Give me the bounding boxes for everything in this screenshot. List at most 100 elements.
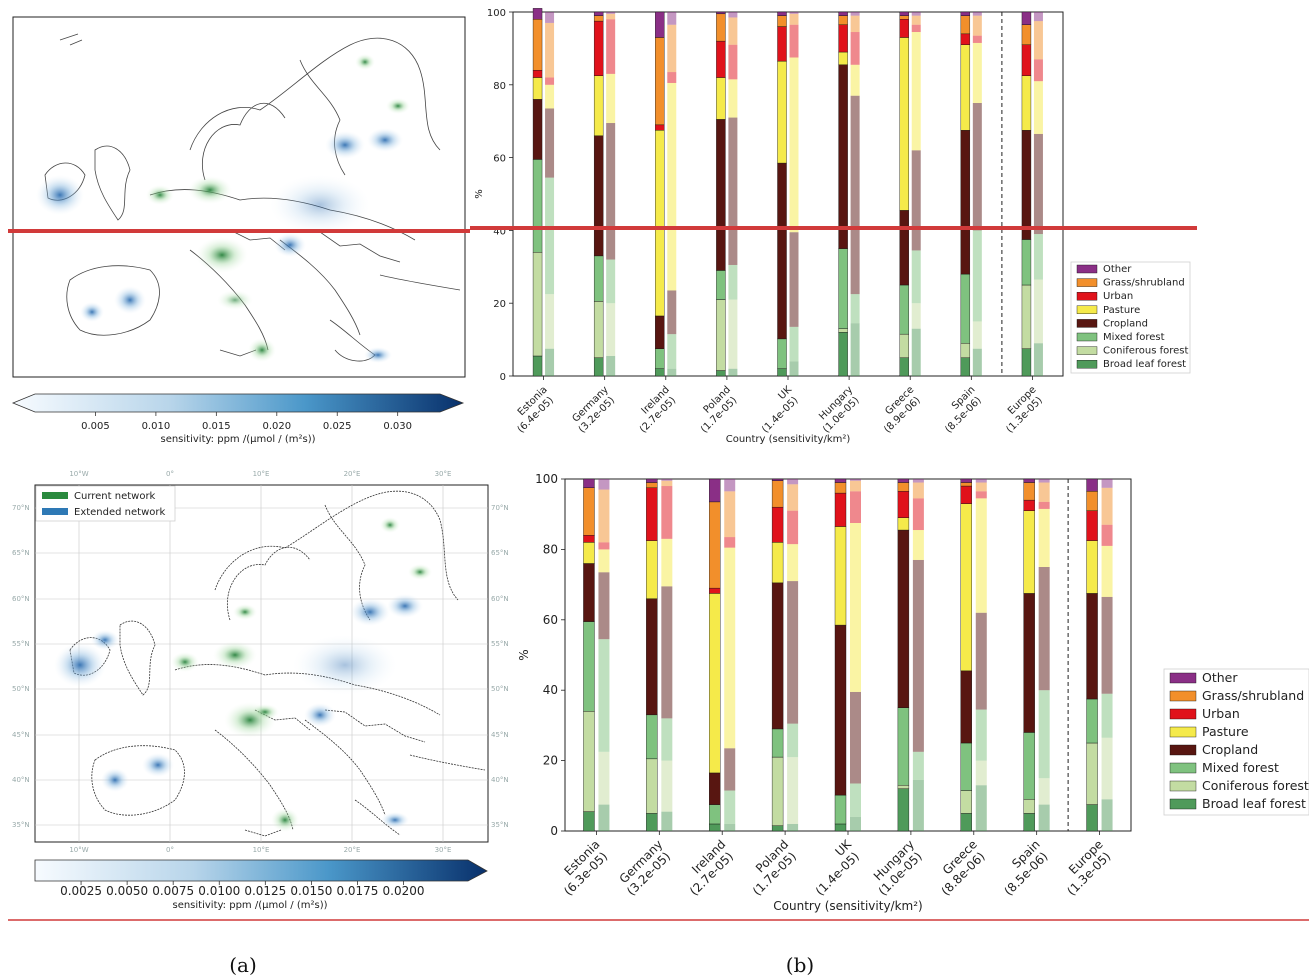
bar-extended-segment — [850, 479, 861, 481]
bar-extended-segment — [912, 498, 924, 531]
lon-label-bottom: 10°E — [253, 846, 270, 854]
map-legend-swatch — [42, 508, 68, 515]
bar-current-segment — [1021, 75, 1032, 131]
bar-extended-segment — [606, 355, 616, 376]
bar-current-segment — [1023, 732, 1035, 800]
bar-extended-segment — [545, 84, 555, 109]
bar-extended-segment — [1033, 81, 1043, 134]
x-tick-label: Hungary(1.0e-05) — [866, 837, 927, 898]
y-tick-label: 20 — [493, 299, 506, 310]
bar-current-segment — [1086, 540, 1098, 594]
bar-extended-segment — [606, 123, 616, 260]
x-tick-label: Spain(8.5e-06) — [935, 384, 986, 435]
bar-extended-segment — [1101, 799, 1113, 831]
bar-extended-segment — [728, 368, 738, 376]
chart-legend-swatch — [1169, 798, 1197, 810]
x-tick-label: UK(1.4e-05) — [752, 384, 803, 435]
bar-extended-segment — [975, 482, 987, 492]
bar-extended-segment — [724, 823, 736, 831]
lon-label-top: 20°E — [344, 470, 361, 478]
bar-current-segment — [899, 19, 909, 38]
bar-current-segment — [897, 517, 910, 531]
bar-extended-segment — [545, 12, 555, 23]
bar-extended-segment — [1038, 508, 1050, 567]
lon-label-top: 10°E — [253, 470, 270, 478]
bar-extended-segment — [850, 294, 860, 324]
bar-extended-segment — [789, 24, 799, 58]
bar-extended-segment — [1033, 234, 1043, 280]
top-colorbar: 0.005 0.010 0.015 0.020 0.025 0.030 sensitivi… — [11, 393, 465, 445]
bar-extended-segment — [1101, 524, 1113, 546]
top-colorbar-label: sensitivity: ppm /(μmol / (m²s)) — [160, 434, 315, 445]
bar-current-segment — [771, 506, 784, 543]
bar-extended-segment — [724, 479, 736, 492]
bar-extended-segment — [787, 484, 799, 511]
bar-current-segment — [838, 328, 848, 333]
bar-extended-segment — [661, 479, 673, 481]
bar-current-segment — [777, 338, 787, 369]
y-tick-label: 0 — [500, 372, 506, 383]
bar-current-segment — [960, 503, 972, 672]
bar-current-segment — [646, 598, 658, 716]
top-colorbar-ticks: 0.005 0.010 0.015 0.020 0.025 0.030 — [81, 412, 412, 432]
bar-extended-segment — [545, 77, 555, 85]
bar-current-segment — [960, 273, 971, 344]
y-axis-label: % — [517, 649, 531, 660]
chart-legend-label: Mixed forest — [1202, 760, 1279, 775]
y-tick-label: 60 — [543, 613, 558, 627]
chart-legend-swatch — [1169, 708, 1197, 720]
bar-extended-segment — [975, 479, 987, 483]
x-tick-label: Germany(3.2e-05) — [568, 384, 619, 435]
x-tick-label: Estonia(6.4e-05) — [507, 384, 558, 435]
chart-legend-swatch — [1076, 332, 1098, 342]
bar-current-segment — [583, 487, 595, 536]
bar-extended-segment — [911, 303, 921, 329]
bar-current-segment — [593, 301, 604, 359]
chart-legend-label: Broad leaf forest — [1103, 359, 1186, 370]
x-tick-label: Greece(8.8e-06) — [929, 837, 990, 898]
chart-legend-label: Cropland — [1103, 318, 1148, 329]
bottom-map-sensitivity — [54, 517, 432, 832]
bar-current-segment — [960, 357, 971, 377]
x-tick-label: Hungary(1.0e-05) — [813, 384, 864, 435]
bar-extended-segment — [661, 480, 673, 487]
x-tick-label: Ireland(2.7e-05) — [677, 837, 738, 898]
bar-current-segment — [709, 501, 721, 589]
x-tick-label: Europe(1.3e-05) — [1054, 837, 1115, 898]
bar-current-segment — [1021, 348, 1032, 377]
chart-legend-label: Pasture — [1202, 724, 1249, 739]
bar-current-segment — [838, 332, 848, 377]
bar-extended-segment — [1101, 479, 1113, 488]
bar-extended-segment — [1101, 596, 1113, 694]
bar-extended-segment — [789, 326, 799, 362]
bar-extended-segment — [972, 35, 982, 43]
bar-extended-segment — [545, 108, 555, 178]
bar-current-segment — [834, 492, 847, 527]
bar-current-segment — [1086, 510, 1098, 541]
chart-legend-swatch — [1169, 672, 1197, 684]
bar-extended-segment — [787, 723, 799, 758]
bottom-map-geo-labels: 10°W 10°W 0° 0° 10°E 10°E 20°E 20°E 30°E 30°E 70°N… — [12, 470, 509, 854]
lon-label-bottom: 10°W — [69, 846, 88, 854]
bar-current-segment — [960, 485, 972, 504]
chart-legend-swatch — [1076, 319, 1098, 328]
lat-label-left: 35°N — [12, 821, 30, 829]
bar-extended-segment — [545, 177, 555, 295]
chart-legend-label: Other — [1202, 670, 1238, 685]
bar-extended-segment — [1033, 279, 1043, 344]
bar-extended-segment — [598, 489, 610, 543]
bar-current-segment — [532, 99, 543, 160]
bar-current-segment — [716, 13, 726, 42]
bar-current-segment — [960, 15, 971, 35]
bar-current-segment — [716, 40, 726, 78]
bar-extended-segment — [911, 12, 921, 16]
bar-current-segment — [777, 26, 787, 62]
x-tick-label: Greece(8.9e-06) — [874, 384, 925, 435]
bar-current-segment — [655, 315, 665, 349]
chart-legend-label: Other — [1103, 264, 1132, 275]
bar-extended-segment — [972, 42, 982, 103]
bar-current-segment — [897, 482, 910, 492]
bar-extended-segment — [1033, 343, 1043, 376]
bar-current-segment — [834, 526, 847, 626]
